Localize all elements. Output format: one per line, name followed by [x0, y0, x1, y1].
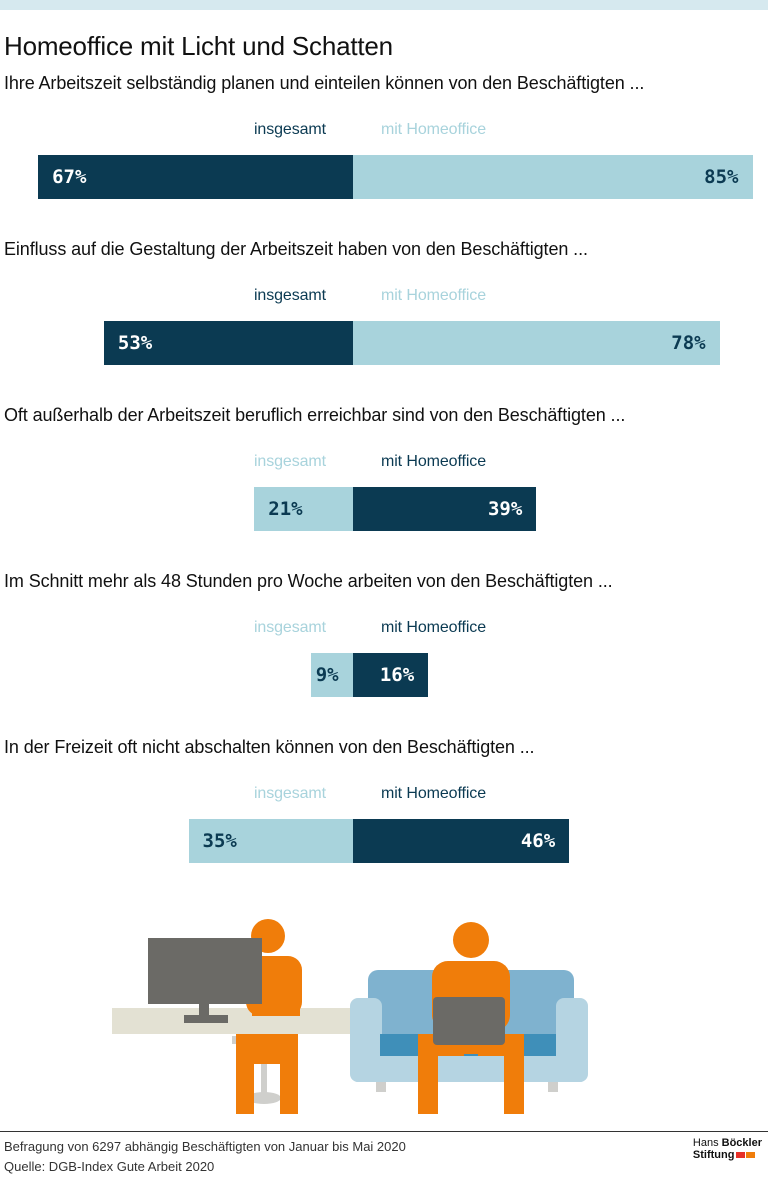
legend-insgesamt: insgesamt	[253, 453, 326, 470]
legend-mit-homeoffice: mit Homeoffice	[381, 121, 487, 138]
desk	[112, 1008, 362, 1034]
logo-text-stiftung: Stiftung	[692, 1149, 735, 1161]
value-label-mit-homeoffice: 78%	[671, 332, 706, 354]
value-label-mit-homeoffice: 46%	[520, 830, 556, 852]
top-accent-bar	[0, 0, 768, 10]
stool-base	[247, 1092, 281, 1104]
value-label-insgesamt: 21%	[268, 498, 303, 520]
bar-insgesamt: 53%	[103, 321, 353, 365]
value-label-insgesamt: 53%	[117, 332, 153, 354]
illustration	[112, 919, 588, 1114]
question-5: In der Freizeit oft nicht abschalten kön…	[4, 737, 535, 757]
bar-mit-homeoffice: 46%	[353, 819, 570, 863]
bar-insgesamt: 9%	[310, 653, 353, 697]
monitor-stand	[199, 1004, 209, 1016]
legend-insgesamt: insgesamt	[253, 121, 326, 138]
value-label-mit-homeoffice: 85%	[704, 166, 739, 188]
legend-insgesamt: insgesamt	[253, 619, 326, 636]
logo-text-hans: Hans	[692, 1137, 719, 1149]
bar-insgesamt: 21%	[254, 487, 353, 531]
value-label-insgesamt: 9%	[315, 664, 339, 686]
person-legs-left	[236, 1034, 298, 1114]
bar-insgesamt: 67%	[38, 155, 353, 199]
question-2: Einfluss auf die Gestaltung der Arbeitsz…	[4, 239, 588, 259]
bar-mit-homeoffice: 39%	[353, 487, 537, 531]
sofa-foot-left	[376, 1082, 386, 1092]
person-arm-left	[252, 1000, 300, 1016]
legend-mit-homeoffice: mit Homeoffice	[381, 785, 487, 802]
hans-boeckler-logo: Hans Böckler Stiftung	[693, 1137, 762, 1161]
logo-text-boeckler: Böckler	[721, 1137, 762, 1149]
question-3: Oft außerhalb der Arbeitszeit beruflich …	[4, 405, 626, 425]
value-label-mit-homeoffice: 39%	[487, 498, 523, 520]
value-label-mit-homeoffice: 16%	[379, 664, 415, 686]
legend-mit-homeoffice: mit Homeoffice	[381, 619, 487, 636]
legend-insgesamt: insgesamt	[253, 287, 326, 304]
laptop-icon	[433, 997, 505, 1045]
sofa-base	[352, 1056, 586, 1082]
value-label-insgesamt: 35%	[202, 830, 237, 852]
monitor-icon	[148, 938, 262, 1004]
person-head-right	[453, 922, 489, 958]
bar-mit-homeoffice: 85%	[353, 155, 753, 199]
value-label-insgesamt: 67%	[52, 166, 87, 188]
question-1: Ihre Arbeitszeit selbständig planen und …	[4, 73, 645, 93]
person-legs-right	[418, 1034, 524, 1114]
source-note: Quelle: DGB-Index Gute Arbeit 2020	[4, 1159, 215, 1174]
footer-divider	[0, 1131, 768, 1132]
legend-insgesamt: insgesamt	[253, 785, 326, 802]
sofa-foot-right	[548, 1082, 558, 1092]
legend-mit-homeoffice: mit Homeoffice	[381, 287, 487, 304]
chart-title: Homeoffice mit Licht und Schatten	[4, 31, 393, 61]
legend-mit-homeoffice: mit Homeoffice	[381, 453, 487, 470]
bar-mit-homeoffice: 78%	[353, 321, 720, 365]
stool-leg	[261, 1044, 267, 1094]
bar-mit-homeoffice: 16%	[353, 653, 429, 697]
question-4: Im Schnitt mehr als 48 Stunden pro Woche…	[4, 571, 613, 591]
monitor-foot	[184, 1015, 228, 1023]
survey-note: Befragung von 6297 abhängig Beschäftigte…	[4, 1139, 406, 1154]
bar-insgesamt: 35%	[188, 819, 353, 863]
